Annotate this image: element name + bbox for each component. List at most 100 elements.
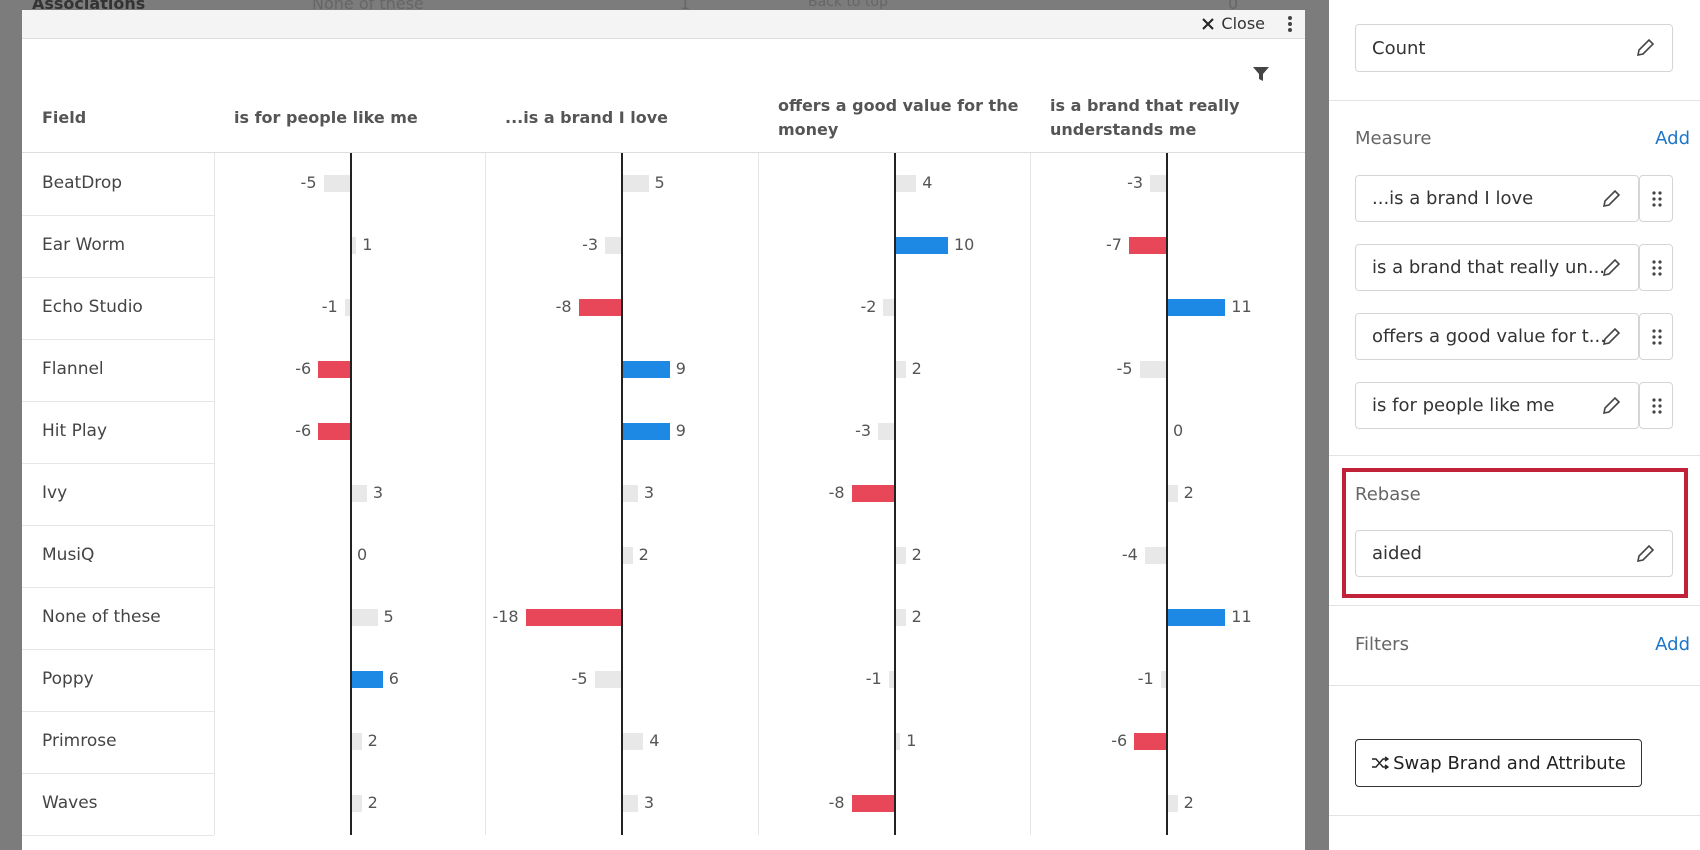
- value-label: 3: [643, 793, 655, 812]
- value-label: 3: [643, 483, 655, 502]
- edit-icon[interactable]: [1600, 188, 1622, 210]
- column-divider: [1030, 153, 1031, 835]
- value-label: -2: [860, 297, 877, 316]
- close-label: Close: [1221, 14, 1265, 33]
- drag-handle[interactable]: [1639, 244, 1673, 291]
- field-label: Primrose: [42, 731, 117, 751]
- measure-box[interactable]: ...is a brand I love: [1355, 175, 1639, 222]
- bar: [851, 485, 894, 502]
- menu-icon[interactable]: [1287, 15, 1293, 33]
- field-label: Echo Studio: [42, 297, 143, 317]
- bar: [351, 671, 383, 688]
- bar: [351, 237, 357, 254]
- bar: [351, 795, 362, 812]
- value-label: -4: [1121, 545, 1138, 564]
- bar: [1167, 609, 1226, 626]
- value-label: 4: [922, 173, 933, 192]
- edit-icon[interactable]: [1600, 257, 1622, 279]
- value-label: -5: [300, 173, 317, 192]
- value-label: 6: [388, 669, 399, 688]
- bar: [622, 795, 638, 812]
- field-label: Flannel: [42, 359, 104, 379]
- edit-icon[interactable]: [1634, 37, 1656, 59]
- swap-button[interactable]: Swap Brand and Attribute: [1355, 739, 1642, 787]
- bar: [888, 671, 894, 688]
- value-label: 1: [362, 235, 373, 254]
- edit-icon[interactable]: [1634, 543, 1656, 565]
- value-label: 9: [675, 421, 686, 440]
- section-label: Measure: [1355, 128, 1432, 149]
- field-label: BeatDrop: [42, 173, 123, 193]
- rebase-value: aided: [1372, 543, 1422, 564]
- divider: [1329, 455, 1700, 456]
- row-line: [22, 339, 214, 340]
- metric-box[interactable]: Count: [1355, 24, 1673, 72]
- value-label: -7: [1105, 235, 1122, 254]
- value-label: 0: [1173, 421, 1184, 440]
- measure-box[interactable]: offers a good value for t...: [1355, 313, 1639, 360]
- drag-icon: [1652, 260, 1662, 276]
- column-divider: [758, 153, 759, 835]
- measure-label: is for people like me: [1372, 395, 1555, 416]
- value-label: 2: [367, 793, 378, 812]
- bar: [895, 547, 906, 564]
- column-header: Field: [42, 108, 87, 127]
- value-label: -1: [321, 297, 338, 316]
- measure-box[interactable]: is for people like me: [1355, 382, 1639, 429]
- divider: [1329, 685, 1700, 686]
- divider: [1329, 605, 1700, 606]
- value-label: 2: [638, 545, 649, 564]
- rebase-box[interactable]: aided: [1355, 530, 1673, 577]
- bar: [895, 237, 948, 254]
- row-line: [22, 277, 214, 278]
- row-line: [22, 525, 214, 526]
- value-label: 2: [911, 545, 922, 564]
- value-label: 2: [367, 731, 378, 750]
- value-label: -5: [571, 669, 588, 688]
- metric-label: Count: [1372, 37, 1426, 59]
- drag-handle[interactable]: [1639, 382, 1673, 429]
- shuffle-icon: [1372, 756, 1390, 770]
- measure-box[interactable]: is a brand that really un...: [1355, 244, 1639, 291]
- background-cell: 0: [1228, 0, 1239, 13]
- value-label: 11: [1231, 607, 1252, 626]
- zero-axis: [1166, 153, 1168, 835]
- value-label: 2: [1183, 483, 1194, 502]
- column-divider: [485, 153, 486, 835]
- row-line: [22, 773, 214, 774]
- bar: [622, 547, 633, 564]
- value-label: -6: [295, 421, 312, 440]
- value-label: -8: [828, 793, 845, 812]
- bar: [344, 299, 350, 316]
- value-label: 2: [911, 607, 922, 626]
- header-line: [22, 152, 1305, 153]
- value-label: 3: [372, 483, 384, 502]
- drag-icon: [1652, 329, 1662, 345]
- edit-icon[interactable]: [1600, 326, 1622, 348]
- value-label: -5: [1116, 359, 1133, 378]
- filter-icon[interactable]: [1252, 66, 1270, 82]
- modal-header: [22, 10, 1305, 39]
- highlight-box: [1342, 468, 1688, 598]
- close-button[interactable]: Close: [1201, 14, 1265, 33]
- bar: [594, 671, 621, 688]
- row-line: [22, 401, 214, 402]
- background-cell: Back to top: [808, 0, 888, 10]
- add-link[interactable]: Add: [1655, 128, 1690, 149]
- background-cell: 1: [680, 0, 691, 13]
- bar: [895, 609, 906, 626]
- add-link[interactable]: Add: [1655, 634, 1690, 655]
- measure-label: ...is a brand I love: [1372, 188, 1534, 209]
- bar: [525, 609, 621, 626]
- value-label: -8: [828, 483, 845, 502]
- drag-handle[interactable]: [1639, 175, 1673, 222]
- value-label: 0: [357, 545, 368, 564]
- row-line: [22, 711, 214, 712]
- section-label: Filters: [1355, 634, 1409, 655]
- zero-axis: [350, 153, 352, 835]
- drag-handle[interactable]: [1639, 313, 1673, 360]
- modal: Close Field is for people like me ...is a …: [22, 10, 1305, 850]
- value-label: 2: [1183, 793, 1194, 812]
- edit-icon[interactable]: [1600, 395, 1622, 417]
